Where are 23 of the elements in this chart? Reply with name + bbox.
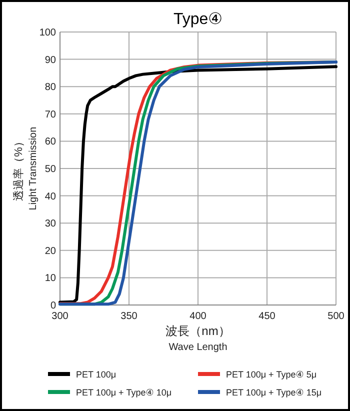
y-tick-label: 10 <box>44 273 56 284</box>
y-tick-label: 70 <box>44 109 56 120</box>
legend-label: PET 100μ + Type④ 10μ <box>76 388 172 398</box>
y-tick-label: 60 <box>44 136 56 148</box>
y-tick-label: 80 <box>44 82 56 94</box>
y-tick-label: 0 <box>50 300 56 312</box>
y-axis-title: 透過率（%） Light Transmission <box>12 126 39 210</box>
x-tick-label: 400 <box>190 311 207 322</box>
y-tick-label: 30 <box>44 218 56 230</box>
y-tick-label: 40 <box>44 191 56 202</box>
x-tick-label: 350 <box>120 311 138 322</box>
legend-label: PET 100μ + Type④ 5μ <box>226 370 317 380</box>
y-tick-label: 20 <box>44 246 56 257</box>
x-tick-label: 450 <box>258 311 276 322</box>
x-axis-title: 波長（nm） Wave Length <box>166 324 230 353</box>
x-tick-label: 500 <box>328 311 345 322</box>
y-tick-label: 90 <box>44 54 56 66</box>
chart-title: Type④ <box>173 11 223 28</box>
x-tick-label: 300 <box>52 311 69 322</box>
legend-label: PET 100μ + Type④ 15μ <box>226 388 322 398</box>
legend-label: PET 100μ <box>76 370 116 380</box>
y-tick-label: 50 <box>44 164 56 175</box>
y-tick-label: 100 <box>39 28 56 38</box>
